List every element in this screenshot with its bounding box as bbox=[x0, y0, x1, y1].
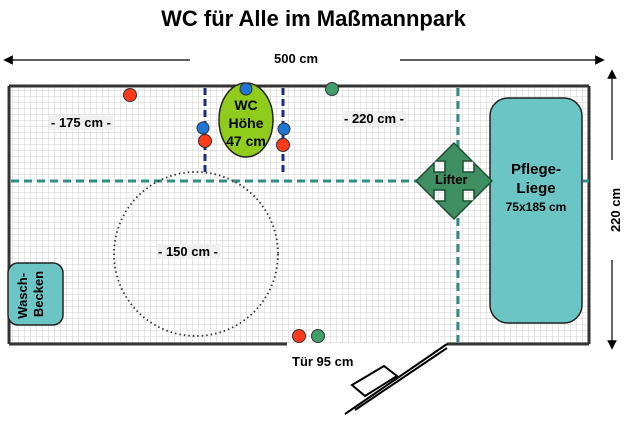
height-label: 220 cm bbox=[608, 188, 623, 232]
sink-label-line2: Becken bbox=[31, 271, 46, 317]
width-label: 500 cm bbox=[272, 51, 321, 66]
wc-label-line3: 47 cm bbox=[226, 133, 266, 149]
markers bbox=[123, 82, 339, 343]
care-bed bbox=[489, 97, 583, 324]
bed-label: Pflege- Liege 75x185 cm bbox=[492, 160, 580, 217]
grab-bars bbox=[203, 88, 285, 172]
bed-label-line2: Liege bbox=[516, 180, 556, 197]
turn-circle-label: - 150 cm - bbox=[156, 244, 220, 259]
turning-circle bbox=[113, 171, 279, 337]
green-marker bbox=[311, 329, 325, 343]
red-marker bbox=[198, 134, 212, 148]
bed-label-line1: Pflege- bbox=[510, 161, 561, 178]
sink-label-line1: Wasch- bbox=[15, 273, 30, 319]
blue-marker bbox=[196, 121, 210, 135]
door-swing bbox=[344, 343, 448, 415]
door-label: Tür 95 cm bbox=[292, 354, 354, 369]
wc-label-line2: Höhe bbox=[228, 115, 264, 131]
right-zone-label: - 220 cm - bbox=[342, 111, 406, 126]
lifter-arrow-icon bbox=[414, 141, 494, 221]
red-marker bbox=[276, 138, 290, 152]
wc-label: WC Höhe 47 cm bbox=[222, 96, 270, 150]
wc-label-line1: WC bbox=[234, 97, 258, 113]
sink-label: Wasch- Becken bbox=[15, 269, 46, 318]
walls bbox=[7, 84, 591, 346]
bed-label-line3: 75x185 cm bbox=[505, 200, 567, 214]
left-zone-label: - 175 cm - bbox=[49, 115, 113, 130]
red-marker bbox=[292, 329, 306, 343]
blue-marker bbox=[277, 122, 291, 136]
lifter-label: Lifter bbox=[435, 172, 468, 187]
wash-basin bbox=[7, 262, 64, 326]
blue-marker bbox=[239, 82, 253, 96]
red-marker bbox=[123, 88, 137, 102]
green-marker bbox=[325, 82, 339, 96]
page-title: WC für Alle im Maßmannpark bbox=[161, 6, 466, 31]
